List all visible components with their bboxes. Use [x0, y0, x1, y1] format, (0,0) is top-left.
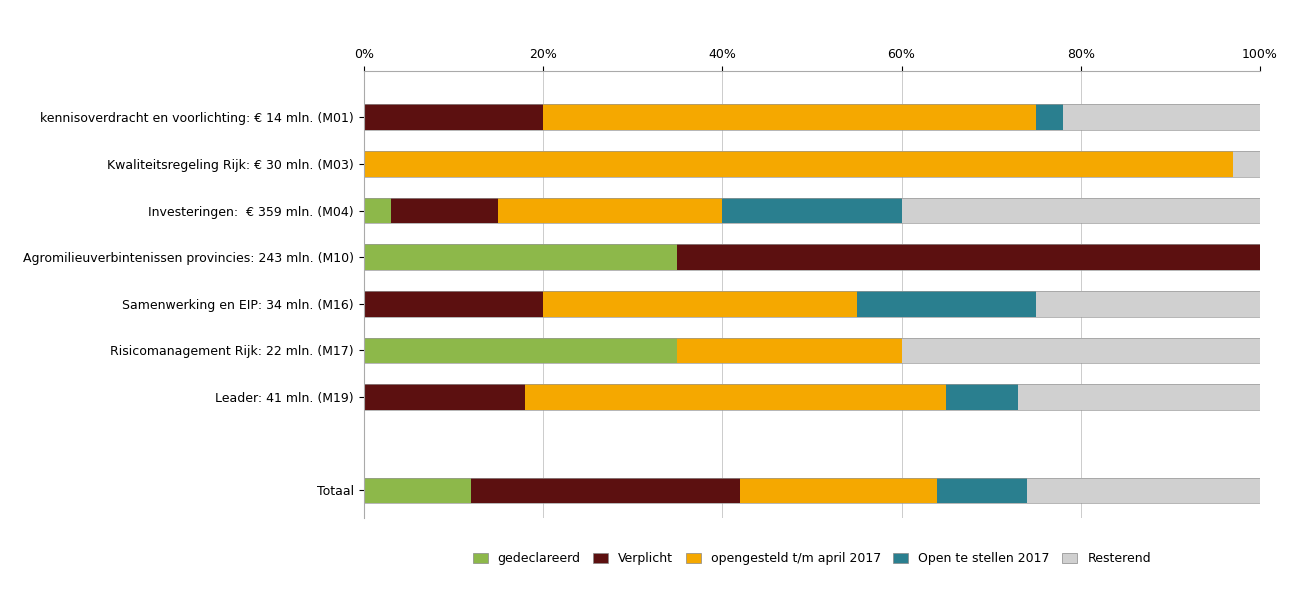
- Bar: [364, 337, 678, 363]
- Bar: [364, 151, 1233, 177]
- Bar: [364, 198, 1260, 223]
- Bar: [1028, 478, 1260, 503]
- Bar: [364, 384, 1260, 410]
- Bar: [740, 478, 938, 503]
- Bar: [1233, 151, 1260, 177]
- Bar: [856, 291, 1035, 317]
- Bar: [364, 478, 472, 503]
- Bar: [364, 244, 678, 270]
- Bar: [364, 478, 1260, 503]
- Bar: [1018, 384, 1260, 410]
- Bar: [499, 198, 722, 223]
- Bar: [364, 244, 1260, 270]
- Bar: [525, 384, 946, 410]
- Legend: gedeclareerd, Verplicht, opengesteld t/m april 2017, Open te stellen 2017, Reste: gedeclareerd, Verplicht, opengesteld t/m…: [468, 547, 1156, 570]
- Bar: [364, 291, 1260, 317]
- Bar: [364, 291, 543, 317]
- Bar: [364, 104, 1260, 130]
- Bar: [946, 384, 1018, 410]
- Bar: [391, 198, 499, 223]
- Bar: [938, 478, 1028, 503]
- Bar: [1035, 104, 1063, 130]
- Bar: [364, 384, 525, 410]
- Bar: [1035, 291, 1260, 317]
- Bar: [364, 104, 543, 130]
- Bar: [364, 198, 391, 223]
- Bar: [678, 244, 1260, 270]
- Bar: [902, 337, 1260, 363]
- Bar: [364, 151, 1260, 177]
- Bar: [543, 104, 1035, 130]
- Bar: [543, 291, 856, 317]
- Bar: [364, 337, 1260, 363]
- Bar: [678, 337, 902, 363]
- Bar: [902, 198, 1260, 223]
- Bar: [472, 478, 740, 503]
- Bar: [1063, 104, 1260, 130]
- Bar: [722, 198, 902, 223]
